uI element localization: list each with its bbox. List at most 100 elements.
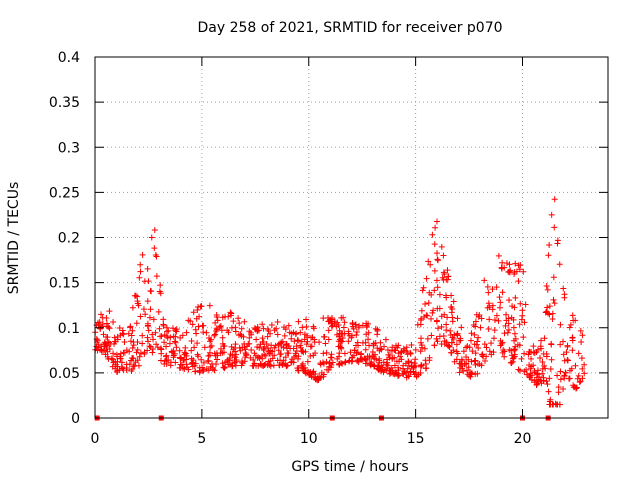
data-point <box>508 352 515 359</box>
data-point <box>448 304 455 311</box>
data-point <box>521 368 528 375</box>
data-point <box>137 350 144 357</box>
data-point <box>116 324 123 331</box>
data-point <box>134 346 141 353</box>
y-tick-label: 0.35 <box>49 95 80 111</box>
data-point <box>172 327 179 334</box>
data-point <box>167 334 174 341</box>
data-point <box>377 345 384 352</box>
data-point <box>505 320 512 327</box>
data-point <box>468 370 475 377</box>
data-point <box>110 350 117 357</box>
data-point <box>468 330 475 337</box>
data-point <box>438 323 445 330</box>
data-point <box>407 369 414 376</box>
data-point <box>561 294 568 301</box>
data-point <box>509 355 516 362</box>
data-point <box>142 311 149 318</box>
data-point <box>545 252 552 259</box>
data-point <box>119 365 126 372</box>
data-point <box>475 344 482 351</box>
data-point <box>516 266 523 273</box>
data-point <box>203 365 210 372</box>
data-point <box>155 308 162 315</box>
data-point <box>137 313 144 320</box>
data-point <box>297 342 304 349</box>
data-point <box>474 370 481 377</box>
data-point <box>403 344 410 351</box>
data-point <box>336 360 343 367</box>
data-point <box>472 350 479 357</box>
data-point <box>516 321 523 328</box>
data-point <box>364 360 371 367</box>
data-point <box>521 350 528 357</box>
data-point <box>292 350 299 357</box>
data-point <box>481 341 488 348</box>
data-point <box>578 338 585 345</box>
data-point <box>517 300 524 307</box>
data-point <box>448 349 455 356</box>
data-point <box>496 304 503 311</box>
data-point <box>421 345 428 352</box>
data-point <box>506 346 513 353</box>
data-point <box>149 349 156 356</box>
x-tick-label: 15 <box>407 431 425 447</box>
data-point <box>232 354 239 361</box>
data-point <box>265 358 272 365</box>
data-point <box>547 396 554 403</box>
data-point <box>133 320 140 327</box>
data-point <box>193 330 200 337</box>
data-point <box>246 328 253 335</box>
data-point <box>131 292 138 299</box>
data-point <box>148 234 155 241</box>
data-point <box>295 318 302 325</box>
data-point <box>302 370 309 377</box>
data-point <box>160 316 167 323</box>
data-point <box>270 362 277 369</box>
data-point <box>486 316 493 323</box>
data-point <box>438 313 445 320</box>
data-point <box>383 356 390 363</box>
data-point <box>337 343 344 350</box>
data-point <box>434 305 441 312</box>
data-point <box>297 329 304 336</box>
data-point <box>488 340 495 347</box>
data-point <box>348 354 355 361</box>
data-point <box>405 372 412 379</box>
data-point <box>214 317 221 324</box>
data-point <box>213 312 220 319</box>
data-point <box>216 323 223 330</box>
data-point <box>456 337 463 344</box>
data-point <box>190 309 197 316</box>
data-point <box>310 368 317 375</box>
data-point <box>298 338 305 345</box>
data-point <box>544 304 551 311</box>
data-point <box>345 358 352 365</box>
data-point <box>157 345 164 352</box>
data-point <box>443 327 450 334</box>
data-point <box>574 375 581 382</box>
data-point <box>378 346 385 353</box>
data-point <box>206 302 213 309</box>
data-point <box>192 368 199 375</box>
data-point <box>547 365 554 372</box>
data-point <box>493 312 500 319</box>
data-point <box>176 347 183 354</box>
data-point <box>549 316 556 323</box>
y-axis-label: SRMTID / TECUs <box>6 182 22 295</box>
data-point <box>152 329 159 336</box>
data-point <box>505 326 512 333</box>
data-point <box>407 368 414 375</box>
data-point <box>112 361 119 368</box>
data-point <box>207 363 214 370</box>
data-point <box>548 356 555 363</box>
data-point <box>468 337 475 344</box>
data-point <box>439 274 446 281</box>
data-point <box>388 364 395 371</box>
data-point <box>447 327 454 334</box>
data-point <box>351 347 358 354</box>
data-point <box>301 367 308 374</box>
data-point <box>531 377 538 384</box>
data-point <box>453 341 460 348</box>
data-point <box>195 304 202 311</box>
